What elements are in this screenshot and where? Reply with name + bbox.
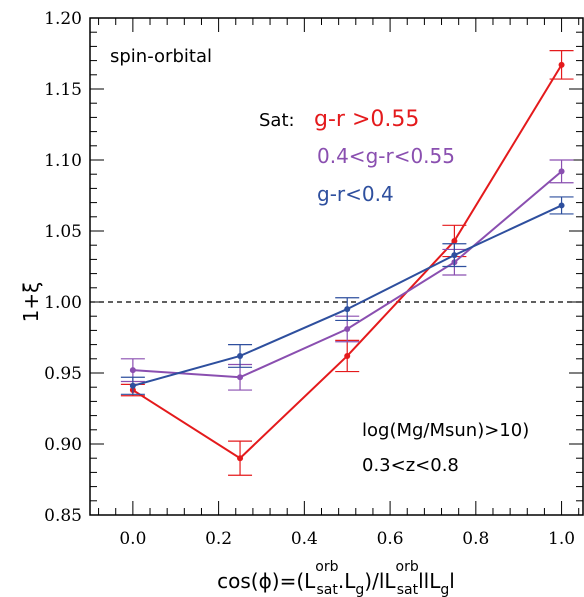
panel-label: spin-orbital: [110, 46, 212, 67]
mass-cut-label: log(Mg/Msun)>10): [362, 420, 529, 441]
x-title-part: llL: [418, 569, 441, 593]
x-tick-label: 1.0: [548, 529, 575, 549]
x-title-sup: orb: [396, 559, 419, 575]
plot-frame: [89, 17, 584, 516]
y-tick-label: 0.85: [44, 506, 82, 526]
legend-entry-blue: g-r<0.4: [317, 182, 394, 206]
legend-entry-purple: 0.4<g-r<0.55: [317, 144, 455, 168]
data-point: [558, 61, 565, 68]
y-tick-label: 1.05: [44, 222, 82, 242]
x-title-sub: g: [355, 582, 364, 597]
x-title-part: l: [449, 569, 455, 593]
x-axis-title: cos(ϕ)=(Lorb sat.Lg)/lLorb satllLgl: [217, 559, 455, 597]
y-tick-label: 1.20: [44, 9, 82, 29]
x-title-part: cos(ϕ)=(L: [217, 569, 316, 593]
series-1: [120, 159, 574, 391]
x-tick-label: 0.2: [205, 529, 232, 549]
y-tick-label: 1.10: [44, 151, 82, 171]
y-tick-label: 1.15: [44, 80, 82, 100]
data-point: [344, 325, 351, 332]
x-tick-label: 0.4: [291, 529, 318, 549]
y-tick-label: 0.95: [44, 364, 82, 384]
legend-entry-red: g-r >0.55: [314, 107, 419, 132]
x-tick-label: 0.6: [377, 529, 404, 549]
tick-labels: 0.85 0.90 0.95 1.00 1.05 1.10 1.15 1.20 0.0 0.2 0.…: [44, 9, 575, 549]
data-point: [451, 237, 458, 244]
data-point: [344, 306, 351, 313]
y-axis-title: 1+ξ: [19, 282, 43, 323]
x-tick-label: 0.0: [119, 529, 146, 549]
data-point: [237, 352, 244, 359]
redshift-cut-label: 0.3<z<0.8: [362, 455, 459, 476]
x-title-sub: g: [440, 582, 449, 597]
y-tick-label: 0.90: [44, 435, 82, 455]
series-2: [120, 196, 574, 395]
data-point: [558, 202, 565, 209]
data-point: [558, 168, 565, 175]
series-layer: [120, 50, 574, 476]
x-title-sub: sat: [317, 582, 339, 597]
data-point: [451, 252, 458, 259]
data-point: [344, 352, 351, 359]
data-point: [129, 382, 136, 389]
x-title-part: .L: [338, 569, 356, 593]
x-title-part: )/lL: [364, 569, 396, 593]
legend-title: Sat:: [259, 110, 295, 131]
x-tick-label: 0.8: [462, 529, 489, 549]
x-title-sub: sat: [397, 582, 419, 597]
axis-ticks: [90, 17, 583, 516]
data-point: [237, 374, 244, 381]
data-point: [237, 455, 244, 462]
data-point: [129, 367, 136, 374]
x-title-sup: orb: [315, 559, 338, 575]
y-tick-label: 1.00: [44, 293, 82, 313]
